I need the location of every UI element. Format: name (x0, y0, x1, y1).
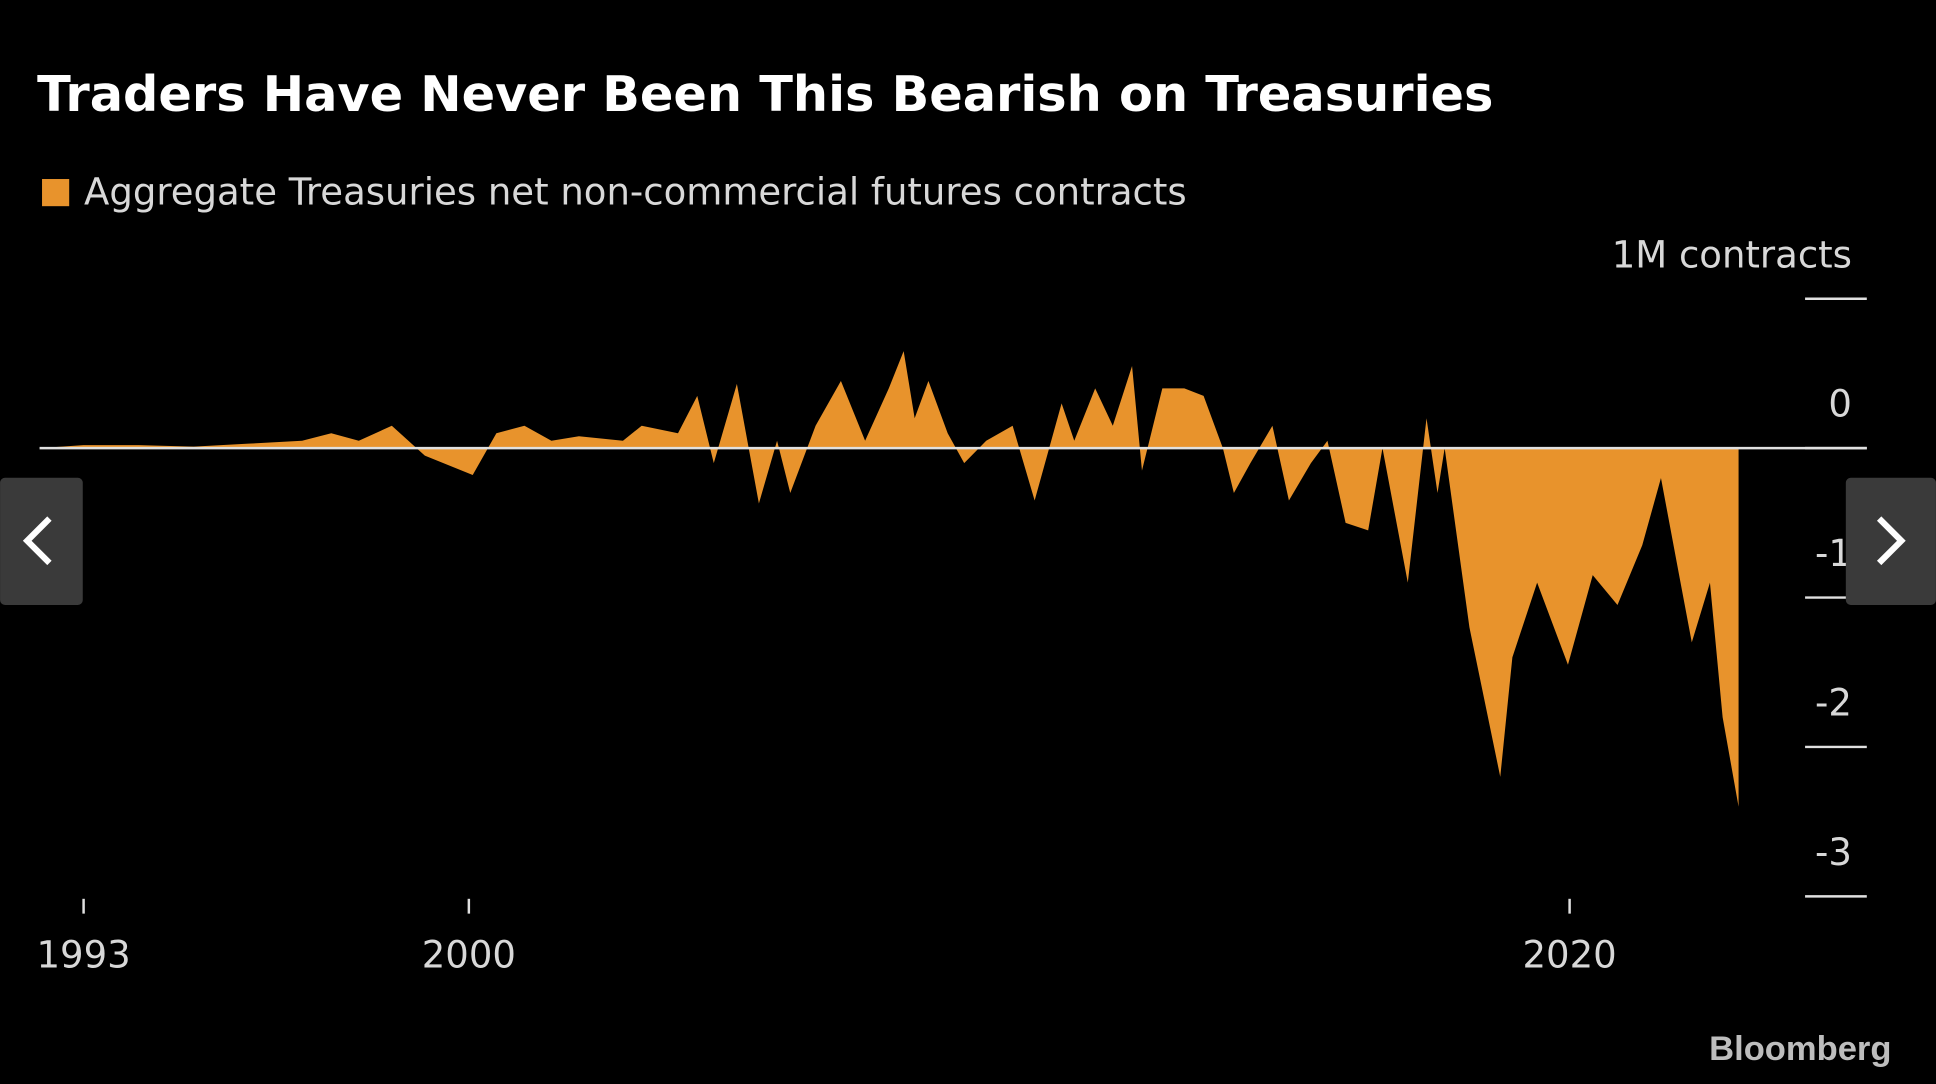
next-button[interactable] (1845, 477, 1936, 605)
y-tick-label: 0 (1828, 383, 1852, 426)
chart-title: Traders Have Never Been This Bearish on … (37, 65, 1493, 123)
prev-button[interactable] (0, 477, 83, 605)
legend-swatch (42, 179, 70, 207)
x-tick-label: 2020 (1523, 933, 1617, 976)
prev-button-bg[interactable] (0, 477, 83, 605)
x-tick-label: 2000 (422, 933, 516, 976)
x-tick-label: 1993 (36, 933, 130, 976)
next-button-bg[interactable] (1845, 477, 1936, 605)
area (39, 351, 1739, 807)
y-tick-label: 1M contracts (1612, 233, 1852, 276)
prev-icon[interactable] (22, 516, 52, 566)
y-tick-label: -2 (1815, 681, 1852, 724)
source-logo: Bloomberg (1709, 1030, 1891, 1068)
y-tick-label: -3 (1815, 831, 1852, 874)
next-icon[interactable] (1876, 516, 1906, 566)
legend-label: Aggregate Treasuries net non-commercial … (84, 170, 1187, 213)
